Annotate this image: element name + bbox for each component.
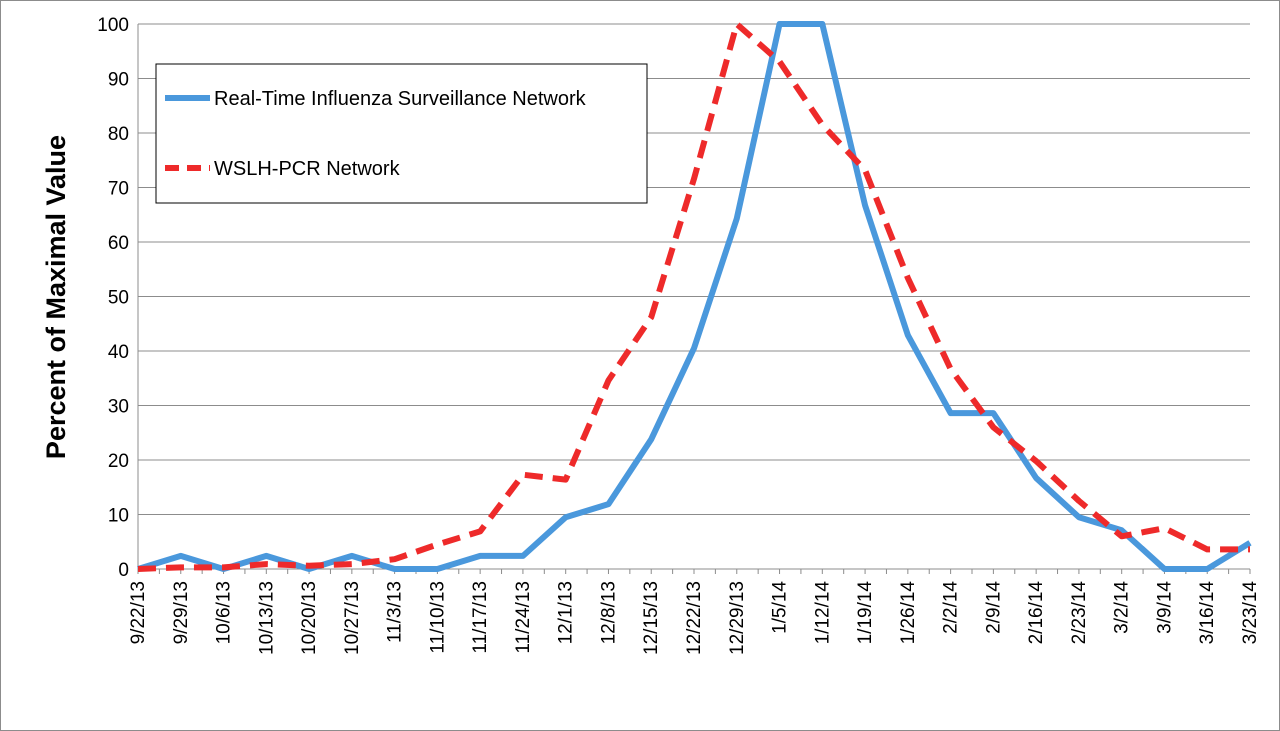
x-tick-label: 1/26/14 [898, 581, 919, 645]
x-tick-label: 10/13/13 [256, 581, 277, 655]
x-tick-label: 3/9/14 [1154, 581, 1175, 634]
x-tick-labels: 9/22/13 9/29/13 10/6/13 10/13/13 10/20/13 10/… [128, 581, 1261, 655]
y-tick-label: 20 [108, 451, 129, 472]
y-tick-label: 30 [108, 397, 129, 418]
x-tick-label: 12/15/13 [641, 581, 662, 655]
x-tick-label: 12/29/13 [727, 581, 748, 655]
x-tick-label: 3/2/14 [1112, 581, 1133, 634]
x-tick-label: 1/12/14 [812, 581, 833, 645]
y-tick-label: 50 [108, 288, 129, 309]
x-tick-label: 3/23/14 [1240, 581, 1261, 645]
series-line-wslh [137, 21, 1250, 572]
x-tick-label: 10/20/13 [299, 581, 320, 655]
y-tick-label: 10 [108, 506, 129, 527]
legend-label-wslh: WSLH-PCR Network [214, 158, 401, 180]
legend-label-rtisn: Real-Time Influenza Surveillance Network [214, 88, 587, 110]
x-tick-label: 10/27/13 [342, 581, 363, 655]
y-tick-label: 100 [97, 15, 129, 36]
y-tick-label: 80 [108, 124, 129, 145]
x-tick-label: 1/19/14 [855, 581, 876, 645]
series-layer [137, 21, 1252, 572]
x-tick-label: 3/16/14 [1197, 581, 1218, 645]
legend-box [155, 63, 648, 204]
x-tick-label: 9/29/13 [171, 581, 192, 644]
y-axis-label: Percent of Maximal Value [41, 135, 71, 459]
y-tick-label: 60 [108, 233, 129, 254]
x-tick-label: 10/6/13 [214, 581, 235, 644]
x-tick-label: 11/10/13 [427, 581, 448, 654]
x-tick-label: 12/8/13 [598, 581, 619, 644]
y-tick-label: 90 [108, 70, 129, 91]
x-tick-label: 2/16/14 [1026, 581, 1047, 645]
y-tick-label: 0 [118, 560, 129, 581]
x-tick-label: 12/1/13 [556, 581, 577, 644]
y-tick-label: 40 [108, 342, 129, 363]
x-tick-label: 1/5/14 [770, 581, 791, 634]
x-tick-label: 2/2/14 [941, 581, 962, 634]
x-tick-label: 11/17/13 [470, 581, 491, 654]
y-tick-labels: 0 10 20 30 40 50 60 70 80 90 100 [97, 15, 129, 581]
legend: Real-Time Influenza Surveillance Network… [155, 63, 648, 204]
x-tick-label: 12/22/13 [684, 581, 705, 655]
x-tick-label: 9/22/13 [128, 581, 149, 644]
x-tick-label: 11/3/13 [385, 581, 406, 643]
x-tick-label: 2/9/14 [983, 581, 1004, 634]
x-tick-label: 2/23/14 [1069, 581, 1090, 645]
x-tick-label: 11/24/13 [513, 581, 534, 654]
y-tick-label: 70 [108, 179, 129, 200]
